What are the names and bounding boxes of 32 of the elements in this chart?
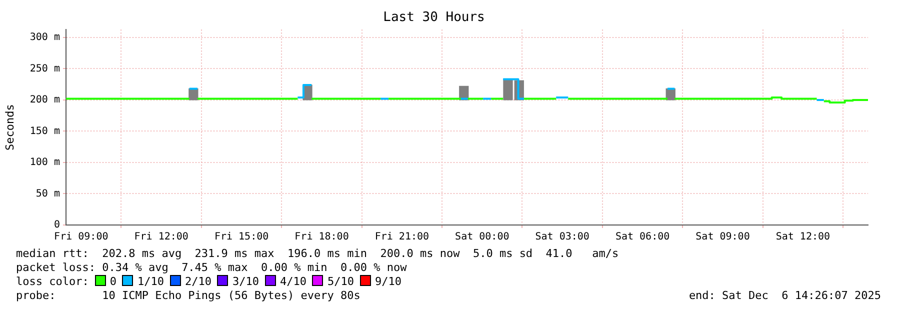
legend-label: 3/10: [232, 275, 259, 288]
text: probe: 10 ICMP Echo Pings (56 Bytes) every 80s: [16, 289, 360, 303]
legend-label: 0: [110, 275, 116, 288]
legend-label: 1/10: [137, 275, 164, 288]
x-tick-label: Fri 15:00: [214, 232, 269, 243]
legend-label: 9/10: [374, 275, 402, 288]
y-axis-title: Seconds: [3, 104, 16, 150]
text: end: Sat Dec 6 14:26:07 2025: [688, 289, 881, 303]
x-tick-label: Fri 12:00: [134, 232, 188, 243]
y-tick-label: 300 m: [30, 32, 60, 44]
chart-title: Last 30 Hours: [383, 10, 485, 26]
text: packet loss: 0.34 % avg 7.45 % max 0.00 % min 0.00 % now: [16, 261, 407, 275]
y-tick-label: 50 m: [36, 188, 60, 200]
y-tick-label: 250 m: [30, 63, 60, 74]
x-tick-label: Sat 00:00: [455, 232, 510, 243]
text: median rtt: 202.8 ms avg 231.9 ms max 196.0 ms min 200.0 ms now 5.0 ms sd 41.0 am/s: [16, 247, 619, 261]
x-tick-label: Fri 21:00: [374, 232, 430, 243]
legend-label: 4/10: [280, 275, 306, 288]
legend-label: 2/10: [184, 275, 212, 288]
bar: [188, 88, 198, 100]
y-tick-label: 200 m: [30, 94, 60, 106]
legend-title: loss color:: [16, 275, 89, 288]
legend-label: 5/10: [327, 275, 354, 288]
y-tick-label: 100 m: [30, 157, 60, 168]
x-tick-label: Sat 03:00: [535, 232, 590, 243]
y-tick-label: 150 m: [30, 126, 60, 137]
x-tick-label: Sat 09:00: [696, 232, 750, 243]
x-tick-label: Sat 06:00: [615, 232, 670, 243]
y-tick-label: 0: [54, 220, 60, 231]
x-tick-label: Sat 12:00: [776, 232, 830, 243]
x-tick-label: Fri 09:00: [54, 232, 108, 243]
x-tick-label: Fri 18:00: [294, 232, 349, 243]
